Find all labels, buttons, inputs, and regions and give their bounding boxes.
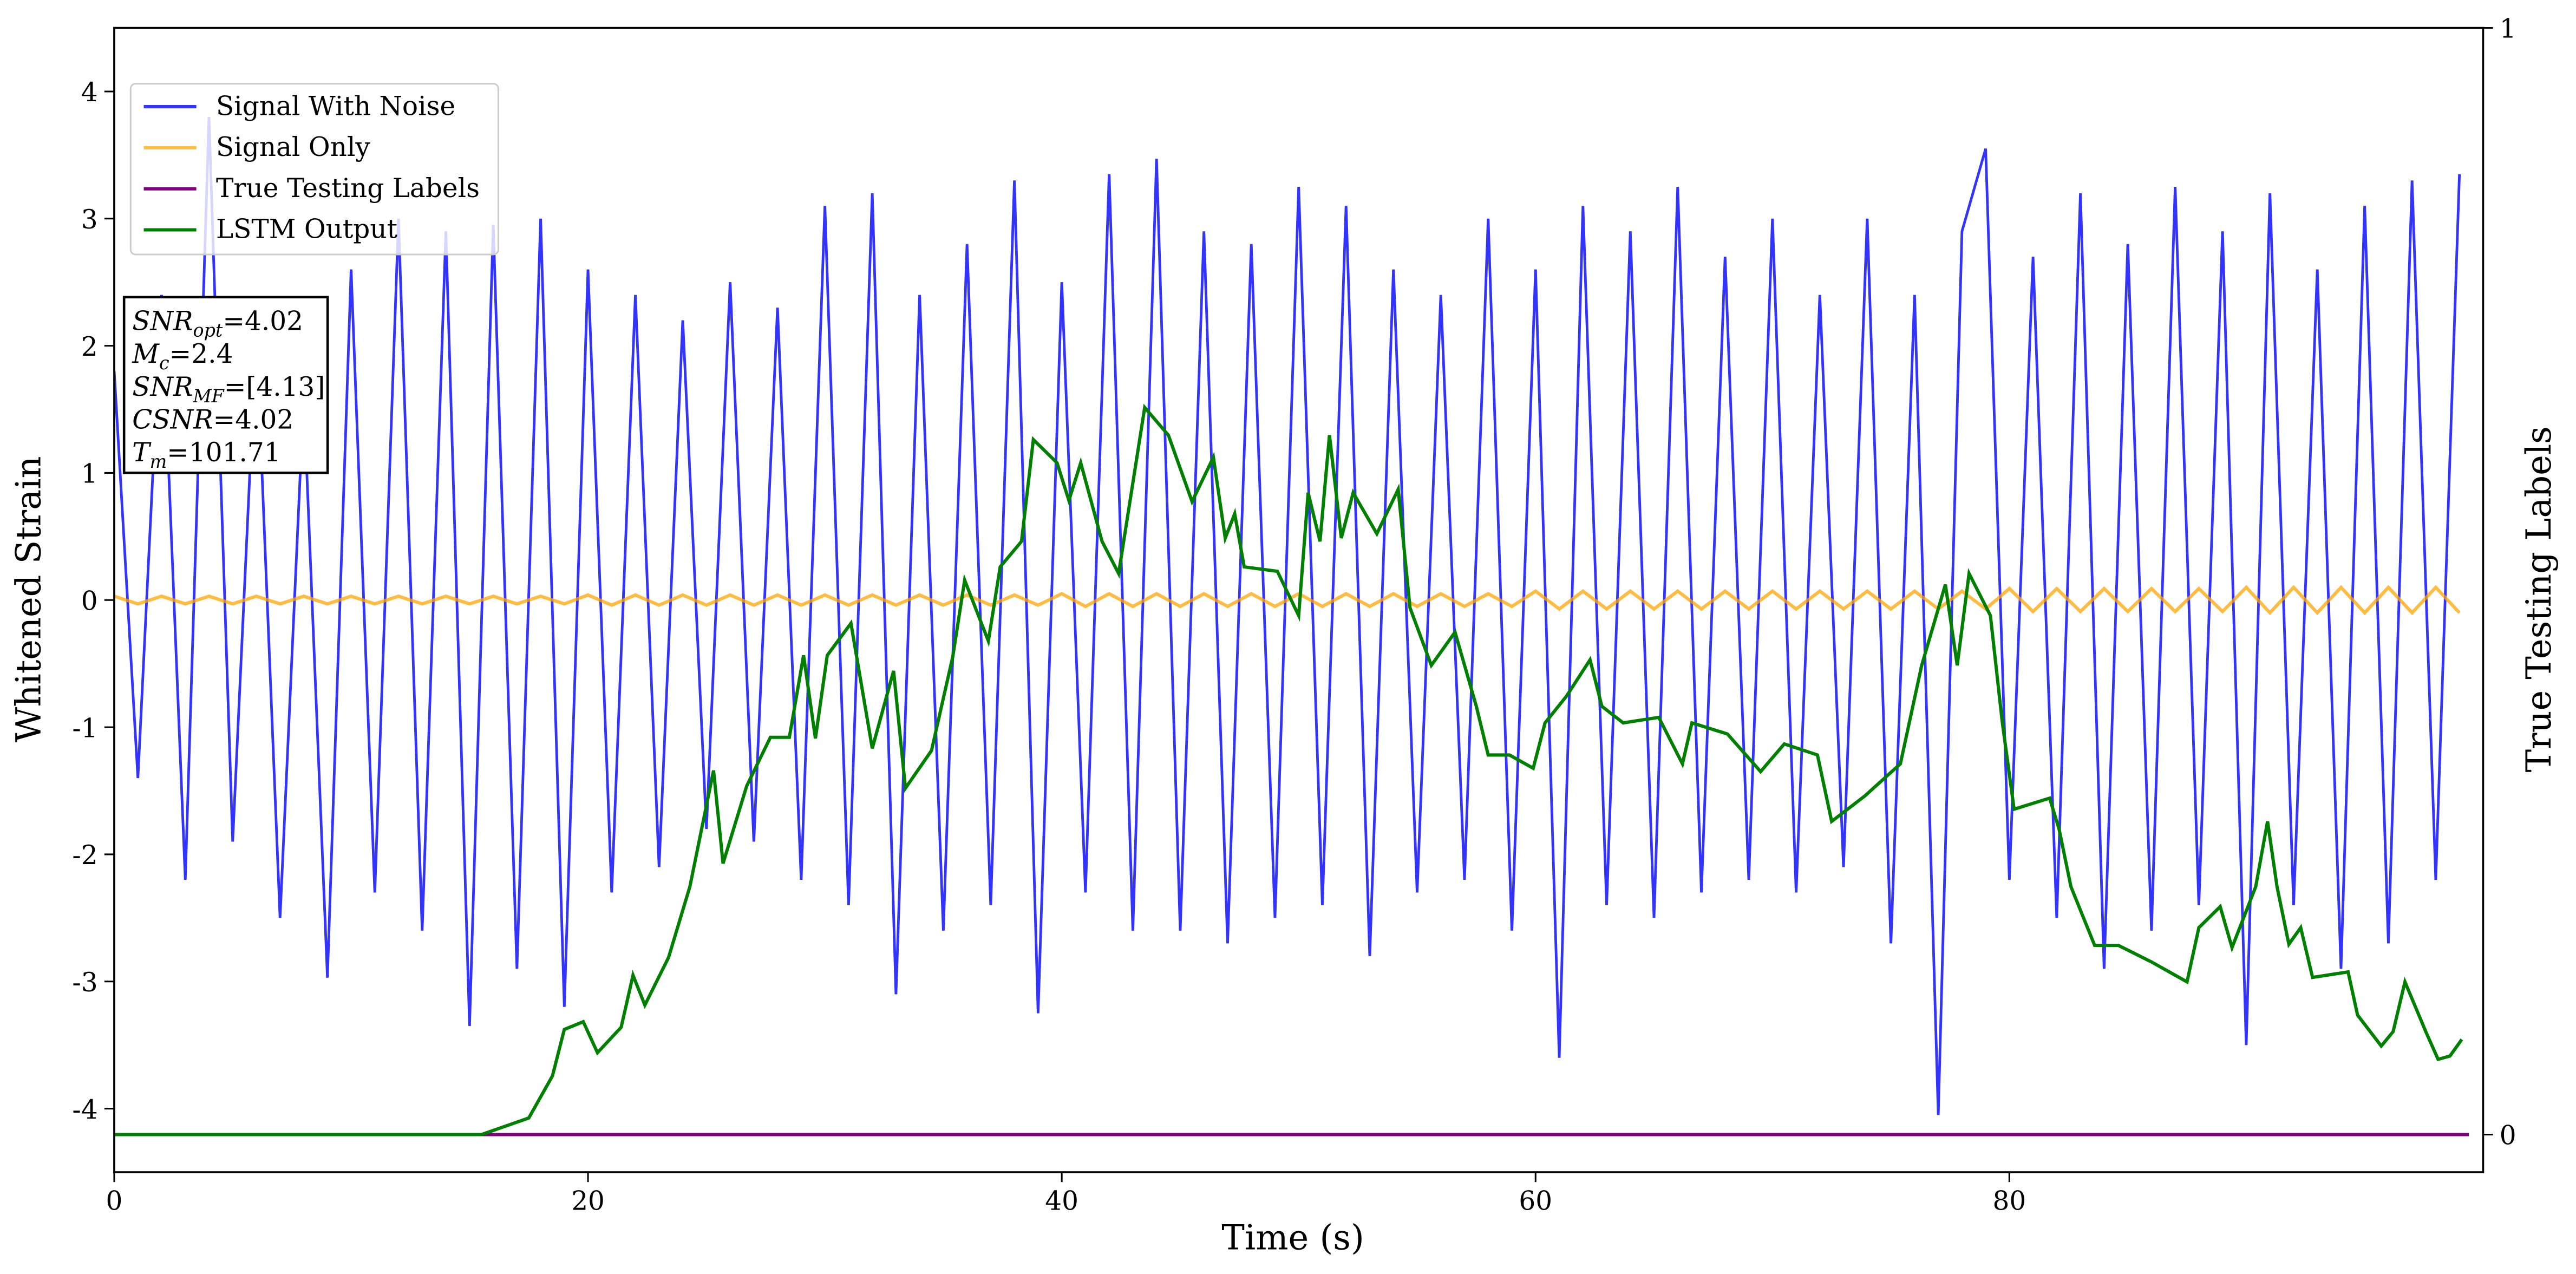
legend-box: [129, 83, 500, 256]
y-tick-label: -1: [72, 713, 97, 743]
legend-label: LSTM Output: [216, 214, 398, 245]
y-tick-label: -2: [72, 840, 97, 871]
annotation-value: =4.02: [223, 306, 303, 336]
y-tick-label: 1: [81, 459, 98, 489]
annotation-symbol: M: [132, 339, 160, 369]
annotation-symbol: SNR: [132, 306, 193, 336]
annotation-subscript: MF: [193, 386, 225, 407]
annotation-subscript: opt: [193, 320, 223, 341]
x-tick-label: 40: [1045, 1186, 1078, 1217]
legend-label: Signal Only: [216, 132, 370, 162]
legend: Signal With Noise Signal Only True Testing…: [129, 83, 500, 256]
x-axis-label: Time (s): [1221, 1218, 1364, 1258]
x-tick-label: 0: [106, 1186, 123, 1217]
annotation-symbol: T: [132, 437, 152, 468]
annotation-line: Tm=101.71: [132, 437, 280, 472]
y2-tick-label: 0: [2500, 1121, 2516, 1151]
y-tick-label: 3: [81, 205, 98, 235]
annotation-subscript: m: [150, 451, 167, 472]
annotation-line: SNRMF=[4.13]: [132, 372, 325, 407]
y-tick-label: -3: [72, 968, 97, 998]
annotation-line: SNRopt=4.02: [132, 306, 303, 341]
annotation-value: =101.71: [167, 437, 280, 468]
annotation-value: =2.4: [169, 339, 233, 369]
series-line: [114, 403, 2463, 1136]
annotation-line: CSNR=4.02: [132, 404, 293, 435]
annotation-subscript: c: [159, 352, 169, 374]
annotation-value: =[4.13]: [224, 372, 325, 402]
y2-tick-label: 1: [2500, 14, 2516, 44]
y-tick-label: 4: [81, 77, 98, 108]
y-tick-label: -4: [72, 1095, 97, 1125]
annotation-line: Mc=2.4: [132, 339, 233, 374]
annotation-symbol: SNR: [132, 372, 193, 402]
annotation-box: [122, 296, 329, 474]
series-line: [114, 585, 2461, 616]
y-axis-label: Whitened Strain: [9, 456, 49, 742]
x-tick-label: 60: [1519, 1186, 1552, 1217]
annotation-value: =4.02: [213, 404, 294, 435]
legend-label: Signal With Noise: [216, 91, 455, 121]
annotation-symbol: CSNR: [132, 404, 213, 435]
x-tick-label: 80: [1992, 1186, 2026, 1217]
legend-label: True Testing Labels: [216, 173, 480, 204]
series-line: [114, 116, 2461, 1115]
y-tick-label: 2: [81, 332, 98, 362]
y2-axis-label: True Testing Labels: [2519, 426, 2559, 772]
x-tick-label: 20: [571, 1186, 605, 1217]
annotation: SNRopt=4.02Mc=2.4SNRMF=[4.13]CSNR=4.02Tm…: [122, 296, 329, 474]
y-tick-label: 0: [81, 586, 98, 616]
